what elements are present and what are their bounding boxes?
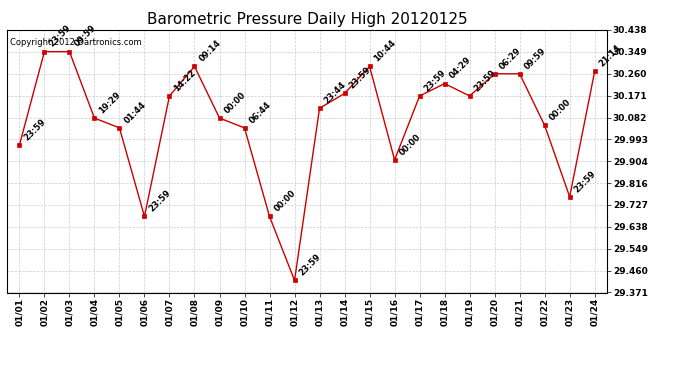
Text: 06:44: 06:44 (247, 100, 273, 125)
Text: 09:59: 09:59 (72, 24, 97, 49)
Text: 00:00: 00:00 (273, 189, 297, 214)
Text: 00:00: 00:00 (547, 98, 573, 123)
Text: 23:44: 23:44 (322, 80, 348, 105)
Text: 00:00: 00:00 (222, 90, 247, 115)
Text: 23:59: 23:59 (473, 68, 497, 93)
Text: 01:44: 01:44 (122, 100, 148, 125)
Text: 23:59: 23:59 (22, 117, 48, 142)
Text: 19:29: 19:29 (97, 90, 122, 115)
Text: 23:59: 23:59 (422, 68, 448, 93)
Text: 10:44: 10:44 (373, 38, 397, 64)
Text: 23:59: 23:59 (347, 66, 373, 91)
Text: 14:22: 14:22 (172, 68, 197, 93)
Text: 06:29: 06:29 (497, 46, 522, 71)
Text: 09:59: 09:59 (522, 46, 548, 71)
Text: 23:59: 23:59 (147, 189, 172, 214)
Text: 23:59: 23:59 (297, 252, 322, 278)
Text: 09:14: 09:14 (197, 39, 222, 64)
Text: 21:14: 21:14 (598, 43, 623, 69)
Text: 23:59: 23:59 (573, 169, 598, 194)
Text: Copyright 2012 Dartronics.com: Copyright 2012 Dartronics.com (10, 38, 141, 47)
Text: 00:00: 00:00 (397, 132, 422, 157)
Title: Barometric Pressure Daily High 20120125: Barometric Pressure Daily High 20120125 (147, 12, 467, 27)
Text: 04:29: 04:29 (447, 56, 473, 81)
Text: 23:59: 23:59 (47, 24, 72, 49)
